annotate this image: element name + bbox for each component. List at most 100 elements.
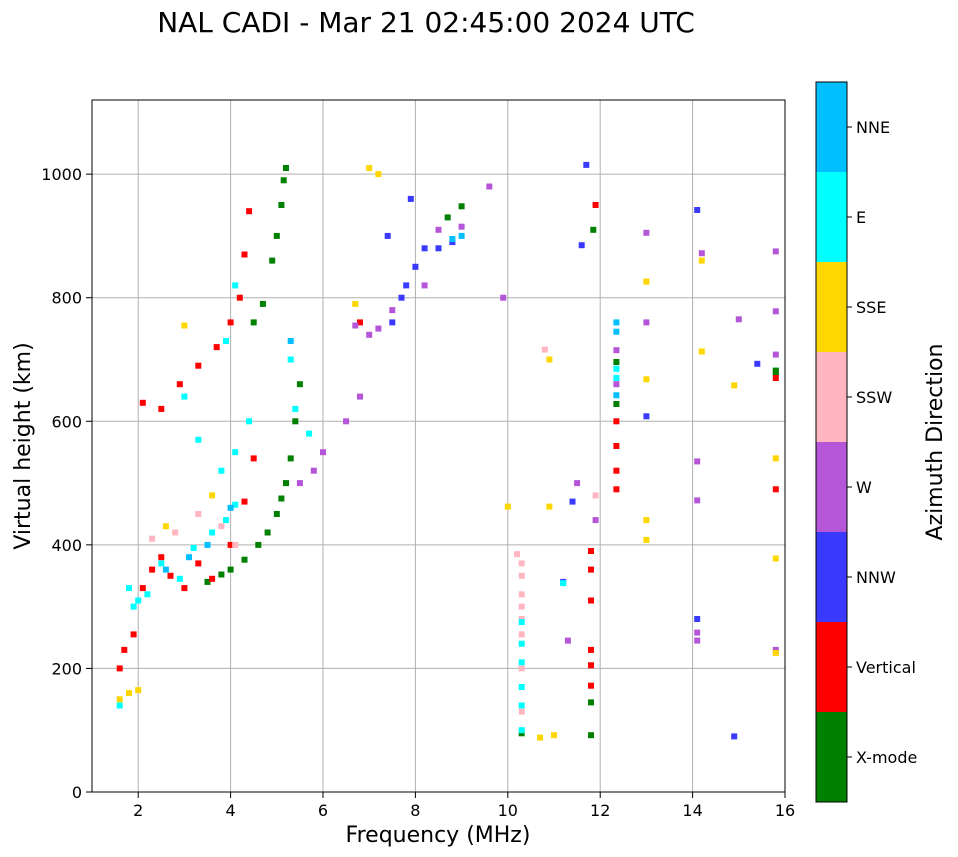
colorbar-category-label: X-mode	[856, 748, 917, 767]
data-point-x-mode	[613, 401, 620, 407]
data-point-vertical	[250, 455, 257, 462]
data-point-e	[223, 338, 229, 344]
data-point-nne	[449, 236, 456, 242]
data-point-sse	[504, 503, 511, 510]
data-point-sse	[181, 322, 188, 329]
data-point-e	[518, 727, 525, 734]
data-point-e	[232, 501, 239, 508]
data-point-sse	[546, 503, 553, 510]
data-point-sse	[731, 382, 738, 389]
data-point-vertical	[209, 575, 216, 582]
data-point-e	[518, 619, 525, 626]
data-point-w	[310, 467, 317, 474]
data-point-x-mode	[255, 541, 262, 548]
data-point-w	[643, 319, 650, 326]
data-point-e	[176, 575, 183, 582]
data-point-x-mode	[588, 699, 594, 706]
data-point-w	[320, 449, 326, 456]
data-point-vertical	[139, 585, 146, 592]
data-point-vertical	[357, 319, 363, 326]
data-point-x-mode	[444, 214, 451, 221]
data-point-x-mode	[613, 359, 620, 365]
data-point-e	[306, 430, 313, 437]
data-point-vertical	[139, 399, 146, 406]
data-point-x-mode	[518, 730, 525, 737]
data-point-w	[772, 351, 779, 358]
y-tick-label: 200	[51, 659, 82, 678]
data-point-w	[343, 418, 350, 425]
colorbar-label: Azimuth Direction	[923, 343, 948, 540]
x-axis-label: Frequency (MHz)	[346, 823, 531, 848]
data-point-ssw	[518, 560, 525, 567]
data-point-nnw	[384, 232, 391, 239]
data-point-vertical	[213, 344, 220, 351]
colorbar-category-label: SSW	[856, 388, 892, 407]
data-point-x-mode	[772, 367, 779, 374]
data-point-e	[560, 580, 567, 587]
data-point-sse	[162, 523, 169, 530]
data-point-vertical	[588, 597, 594, 604]
data-point-w	[772, 308, 779, 315]
data-point-nnw	[449, 239, 456, 246]
data-point-w	[500, 294, 507, 301]
data-point-x-mode	[204, 578, 211, 585]
data-point-w	[698, 250, 705, 257]
y-tick-label: 1000	[41, 165, 82, 184]
data-point-vertical	[158, 554, 165, 561]
data-point-e	[190, 544, 197, 551]
data-point-e	[218, 467, 225, 474]
data-point-e	[209, 529, 216, 536]
data-point-nnw	[754, 360, 761, 367]
data-point-vertical	[613, 486, 620, 493]
data-point-nne	[204, 541, 211, 548]
data-point-sse	[551, 732, 557, 739]
data-points	[116, 161, 779, 741]
data-point-w	[694, 637, 701, 644]
data-point-vertical	[158, 405, 165, 412]
data-point-w	[458, 223, 465, 230]
data-point-vertical	[588, 662, 594, 669]
data-point-sse	[772, 455, 779, 462]
data-point-e	[144, 591, 151, 598]
data-point-w	[375, 325, 382, 332]
data-point-sse	[643, 517, 650, 524]
data-point-ssw	[541, 346, 548, 353]
data-point-e	[518, 702, 525, 709]
data-point-e	[116, 702, 123, 709]
data-point-vertical	[195, 560, 202, 567]
data-point-ssw	[172, 529, 179, 536]
x-tick-label: 10	[498, 801, 518, 820]
x-tick-label: 2	[133, 801, 143, 820]
data-point-sse	[546, 356, 553, 363]
data-point-e	[158, 560, 165, 567]
data-point-sse	[537, 734, 544, 741]
data-point-x-mode	[278, 495, 285, 502]
data-point-e	[518, 659, 525, 666]
data-point-nne	[227, 504, 234, 511]
colorbar-category-label: W	[856, 478, 872, 497]
data-point-sse	[643, 278, 650, 285]
x-axis-ticks: 2 4 6 8 10 12 14 16	[133, 792, 795, 820]
data-point-e	[292, 405, 299, 412]
data-point-nne	[287, 338, 294, 344]
data-point-e	[287, 356, 294, 363]
y-tick-label: 0	[72, 783, 82, 802]
y-tick-label: 400	[51, 536, 82, 555]
y-tick-label: 800	[51, 289, 82, 308]
data-point-nnw	[412, 263, 419, 270]
data-point-e	[195, 436, 202, 443]
data-point-nnw	[569, 498, 576, 505]
data-point-x-mode	[296, 381, 303, 388]
x-tick-label: 6	[318, 801, 328, 820]
data-point-ssw	[518, 665, 525, 672]
data-point-w	[389, 307, 396, 314]
data-point-vertical	[167, 572, 174, 579]
data-point-vertical	[613, 443, 620, 449]
data-point-ssw	[518, 708, 525, 715]
data-point-nne	[613, 319, 620, 326]
data-point-e	[126, 585, 132, 592]
data-point-vertical	[227, 541, 234, 548]
data-point-ssw	[149, 535, 156, 542]
data-point-ssw	[218, 523, 225, 530]
data-point-vertical	[195, 362, 202, 369]
